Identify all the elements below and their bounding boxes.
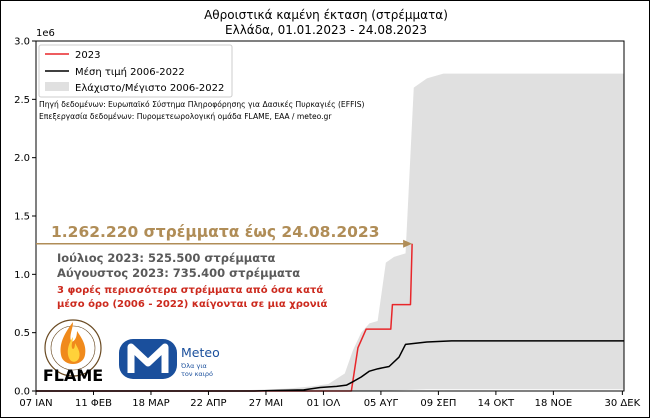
series-minmax-band [36, 73, 624, 392]
x-tick-label-9: 18 ΝΟΕ [535, 398, 573, 409]
y-tick-label-3: 1.5 [14, 212, 30, 223]
flame-seal-ring [44, 319, 102, 377]
legend: 2023 Μέση τιμή 2006-2022 Ελάχιστο/Μέγιστ… [38, 44, 233, 98]
legend-swatch-minmax [45, 82, 69, 91]
y-tick-label-1: 0.5 [14, 328, 30, 339]
axes-layer: 0.0 0.5 1.0 1.5 2.0 2.5 3.0 07 ΙΑΝ 11 ΦΕΒ 18 ΜΑΡ 2… [14, 37, 641, 410]
x-tick-label-6: 05 ΑΥΓ [364, 398, 399, 409]
chart-subtitle: Ελλάδα, 01.01.2023 - 24.08.2023 [225, 23, 427, 37]
source-note: Πηγή δεδομένων: Ευρωπαϊκό Σύστημα Πληροφ… [39, 100, 365, 109]
y-axis-multiplier: 1e6 [36, 28, 55, 39]
legend-label-mean: Μέση τιμή 2006-2022 [75, 66, 185, 78]
x-tick-label-8: 14 ΟΚΤ [478, 398, 515, 409]
legend-label-2023: 2023 [75, 50, 100, 61]
y-tick-label-4: 2.0 [14, 153, 30, 164]
august-stat: Αύγουστος 2023: 735.400 στρέμματα [57, 266, 300, 280]
x-tick-label-0: 07 ΙΑΝ [19, 398, 52, 409]
x-tick-label-1: 11 ΦΕΒ [75, 398, 112, 409]
flame-logo: FLAME [43, 319, 103, 385]
comparison-note-line1: 3 φορές περισσότερα στρέμματα από όσα κα… [57, 284, 323, 296]
legend-label-minmax: Ελάχιστο/Μέγιστο 2006-2022 [75, 82, 224, 94]
processing-note: Επεξεργασία δεδομένων: Πυρομετεωρολογική… [39, 112, 332, 121]
series-mean-line [36, 340, 624, 392]
x-tick-label-5: 01 ΙΟΛ [307, 398, 341, 409]
chart-title: Αθροιστικά καμένη έκταση (στρέμματα) [204, 8, 448, 22]
meteo-logo: Meteo Όλα για τον καιρό [119, 339, 220, 379]
meteo-m-icon [127, 343, 169, 373]
meteo-tagline-1: Όλα για [180, 362, 207, 370]
flame-seal-inner-ring [50, 325, 96, 371]
x-tick-label-4: 27 ΜΑΙ [249, 398, 283, 409]
y-tick-label-0: 0.0 [14, 387, 30, 398]
legend-frame [38, 44, 233, 98]
x-tick-label-10: 30 ΔΕΚ [605, 398, 641, 409]
july-stat: Ιούλιος 2023: 525.500 στρέμματα [57, 251, 276, 265]
x-tick-label-7: 09 ΣΕΠ [420, 398, 456, 409]
x-tick-label-3: 22 ΑΠΡ [190, 398, 226, 409]
y-tick-label-6: 3.0 [14, 37, 30, 48]
meteo-tagline-2: τον καιρό [181, 370, 213, 378]
min-max-band-layer [36, 73, 624, 392]
y-tick-label-2: 1.0 [14, 270, 30, 281]
y-tick-label-5: 2.5 [14, 95, 30, 106]
flame-logo-text: FLAME [43, 366, 103, 385]
x-tick-label-2: 18 ΜΑΡ [132, 398, 169, 409]
meteo-logo-text: Meteo [181, 345, 220, 360]
headline-arrow-head [403, 239, 413, 248]
headline-total: 1.262.220 στρέμματα έως 24.08.2023 [51, 223, 380, 241]
fire-icon-inner [67, 337, 80, 362]
comparison-note-line2: μέσο όρο (2006 - 2022) καίγονται σε μια … [57, 298, 327, 310]
